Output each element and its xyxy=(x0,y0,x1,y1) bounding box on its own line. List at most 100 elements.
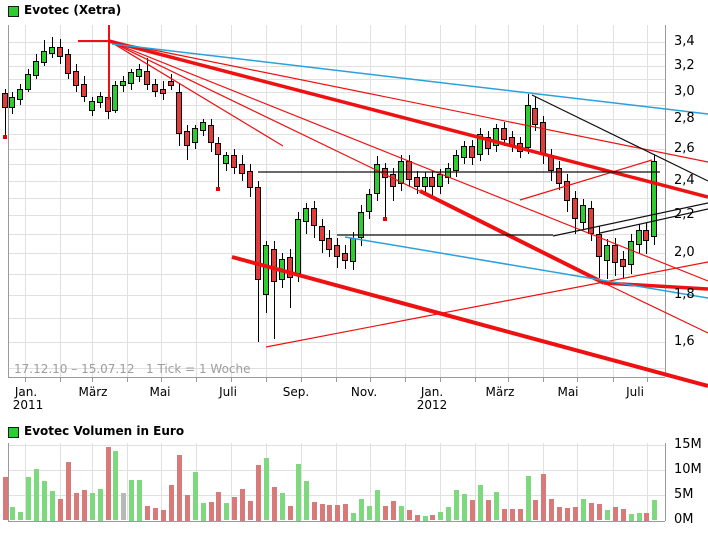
price-x-axis-line xyxy=(8,377,665,378)
candle-up xyxy=(604,245,610,261)
price-gridline xyxy=(8,318,665,319)
volume-bar-down xyxy=(486,500,491,521)
candle-up xyxy=(303,208,309,222)
volume-bar-down xyxy=(153,508,158,520)
volume-bar-up xyxy=(42,481,47,521)
month-gridline xyxy=(60,25,61,377)
price-axis-label: 2,0 xyxy=(674,245,695,260)
candle-up xyxy=(120,81,126,86)
price-axis-label: 2,6 xyxy=(674,141,695,156)
volume-bar-up xyxy=(296,464,301,521)
volume-bar-up xyxy=(264,458,269,520)
month-label: Juli xyxy=(219,385,237,399)
candle-down xyxy=(208,125,214,143)
price-axis-label: 3,2 xyxy=(674,58,695,73)
month-gridline xyxy=(405,25,406,377)
volume-bar-up xyxy=(201,503,206,521)
candle-up xyxy=(41,51,47,63)
month-gridline-volume xyxy=(613,443,614,520)
candle-up xyxy=(33,61,39,76)
month-gridline xyxy=(266,25,267,377)
volume-bar-up xyxy=(478,485,483,521)
volume-bar-up xyxy=(26,477,31,520)
month-gridline xyxy=(508,25,509,377)
candle-wick xyxy=(5,89,6,137)
candle-up xyxy=(17,89,23,100)
candle-up xyxy=(112,85,118,111)
candle-up xyxy=(651,161,657,237)
price-gridline xyxy=(8,134,665,135)
month-label: März xyxy=(78,385,108,399)
volume-bar-down xyxy=(288,506,293,520)
candle-down xyxy=(73,71,79,86)
candle-down xyxy=(548,155,554,171)
date-range-label: 17.12.10 – 15.07.12 xyxy=(14,362,135,376)
volume-bar-down xyxy=(161,510,166,521)
trend-line-red xyxy=(108,40,708,163)
month-label: Mai xyxy=(557,385,579,399)
candle-down xyxy=(572,198,578,219)
volume-bar-up xyxy=(98,489,103,521)
volume-bar-down xyxy=(415,515,420,521)
volume-bar-up xyxy=(351,513,356,521)
candle-up xyxy=(263,245,269,295)
candle-up xyxy=(49,47,55,54)
volume-bar-down xyxy=(272,487,277,521)
candle-up xyxy=(366,194,372,212)
volume-title: Evotec Volumen in Euro xyxy=(24,424,185,438)
month-gridline xyxy=(543,25,544,377)
volume-gridline xyxy=(8,495,665,496)
candle-up xyxy=(9,97,15,108)
candle-down xyxy=(239,164,245,174)
candle-up xyxy=(295,219,301,274)
month-gridline xyxy=(440,25,441,377)
month-gridline-volume xyxy=(25,443,26,520)
candle-down xyxy=(485,137,491,149)
price-gridline xyxy=(8,164,665,165)
volume-bar-up xyxy=(137,480,142,521)
candle-down xyxy=(231,155,237,168)
volume-bar-down xyxy=(185,495,190,521)
candle-down xyxy=(247,171,253,188)
volume-bar-down xyxy=(573,507,578,521)
month-gridline-volume xyxy=(60,443,61,520)
price-gridline xyxy=(8,234,665,235)
volume-bar-down xyxy=(256,465,261,521)
month-gridline xyxy=(301,25,302,377)
candle-up xyxy=(580,205,586,223)
candle-up xyxy=(628,241,634,265)
month-label: Juli xyxy=(626,385,644,399)
price-gridline xyxy=(8,42,665,43)
volume-bar-down xyxy=(66,462,71,520)
volume-bar-up xyxy=(438,512,443,520)
volume-bar-up xyxy=(423,516,428,521)
candle-up xyxy=(223,155,229,164)
volume-bar-down xyxy=(510,509,515,521)
volume-bar-down xyxy=(589,503,594,521)
volume-axis-label: 15M xyxy=(674,437,702,452)
candle-up xyxy=(493,128,499,146)
volume-bar-neutral xyxy=(121,493,126,520)
volume-legend-swatch xyxy=(8,427,19,438)
volume-bar-down xyxy=(216,492,221,521)
price-y-axis-line xyxy=(665,25,666,377)
price-left-border xyxy=(8,25,9,377)
month-gridline xyxy=(647,25,648,377)
volume-bar-up xyxy=(462,494,467,521)
candle-down xyxy=(390,174,396,187)
candle-down xyxy=(160,89,166,94)
volume-bar-up xyxy=(34,469,39,521)
volume-bar-up xyxy=(367,506,372,520)
volume-bar-down xyxy=(106,447,111,520)
volume-bar-down xyxy=(82,490,87,521)
month-tick xyxy=(60,377,61,382)
volume-bar-down xyxy=(565,508,570,521)
candle-down xyxy=(168,81,174,86)
volume-bar-up xyxy=(637,513,642,521)
candle-down xyxy=(612,245,618,263)
month-gridline-volume xyxy=(405,443,406,520)
candle-up xyxy=(636,230,642,245)
month-label: Jan. xyxy=(14,385,38,399)
month-gridline-volume xyxy=(370,443,371,520)
volume-bar-down xyxy=(232,497,237,520)
